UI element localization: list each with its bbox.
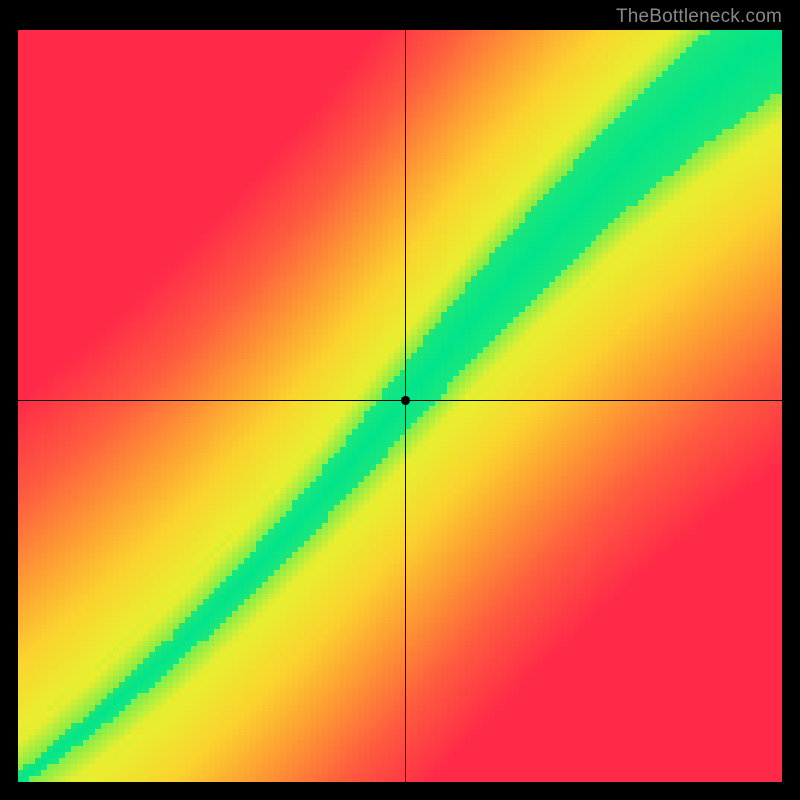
heatmap-plot [18, 30, 782, 782]
heatmap-canvas [18, 30, 782, 782]
watermark-text: TheBottleneck.com [616, 6, 782, 28]
